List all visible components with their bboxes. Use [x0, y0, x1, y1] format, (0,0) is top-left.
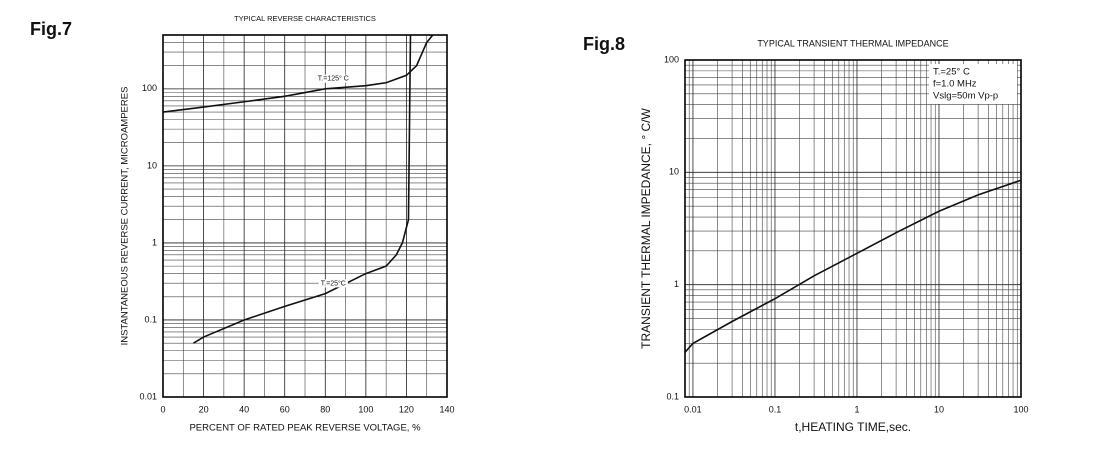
- curve: [193, 34, 412, 344]
- figure-label: Fig.7: [30, 19, 72, 39]
- y-tick-label: 10: [669, 167, 679, 177]
- figure-label: Fig.8: [583, 34, 625, 54]
- x-tick-label: 100: [358, 404, 373, 414]
- curve-label-bg: [318, 279, 348, 288]
- chart-title: TYPICAL TRANSIENT THERMAL IMPEDANCE: [757, 38, 948, 48]
- x-tick-label: 10: [934, 404, 944, 414]
- x-tick-label: 80: [320, 404, 330, 414]
- y-axis-label: TRANSIENT THERMAL IMPEDANCE, ° C/W: [639, 108, 653, 349]
- x-axis-label: t,HEATING TIME,sec.: [795, 420, 911, 434]
- x-tick-label: 1: [854, 404, 859, 414]
- y-tick-label: 10: [147, 160, 157, 170]
- y-tick-label: 0.1: [144, 314, 157, 324]
- y-tick-label: 0.01: [139, 391, 157, 401]
- curve-label: T.=25°C: [321, 279, 346, 287]
- plot-frame: [684, 59, 1022, 398]
- curve-label: T.=125° C: [318, 75, 349, 83]
- x-tick-label: 60: [280, 404, 290, 414]
- y-tick-label: 100: [142, 83, 157, 93]
- x-tick-label: 0.01: [684, 404, 702, 414]
- y-tick-label: 1: [674, 279, 679, 289]
- annotation: f=1.0 MHz: [933, 79, 977, 90]
- annotation-box: [929, 64, 1017, 104]
- chart-title: TYPICAL REVERSE CHARACTERISTICS: [234, 14, 376, 23]
- x-tick-label: 40: [239, 404, 249, 414]
- curve: [162, 34, 434, 113]
- x-tick-label: 100: [1013, 404, 1028, 414]
- x-tick-label: 0.1: [769, 404, 782, 414]
- plot-frame: [162, 34, 448, 398]
- x-tick-label: 140: [439, 404, 454, 414]
- x-axis-label: PERCENT OF RATED PEAK REVERSE VOLTAGE, %: [189, 423, 421, 434]
- y-tick-label: 1: [152, 237, 157, 247]
- annotation: Vslg=50m Vp-p: [933, 91, 998, 102]
- y-axis-label: INSTANTANEOUS REVERSE CURRENT, MICROAMPE…: [120, 87, 131, 346]
- x-tick-label: 0: [160, 404, 165, 414]
- x-tick-label: 120: [399, 404, 414, 414]
- y-tick-label: 100: [664, 54, 679, 64]
- curve-label-bg: [315, 74, 351, 83]
- x-tick-label: 20: [199, 404, 209, 414]
- y-tick-label: 0.1: [666, 391, 679, 401]
- annotation: T.=25° C: [933, 67, 970, 78]
- curve: [684, 179, 1022, 353]
